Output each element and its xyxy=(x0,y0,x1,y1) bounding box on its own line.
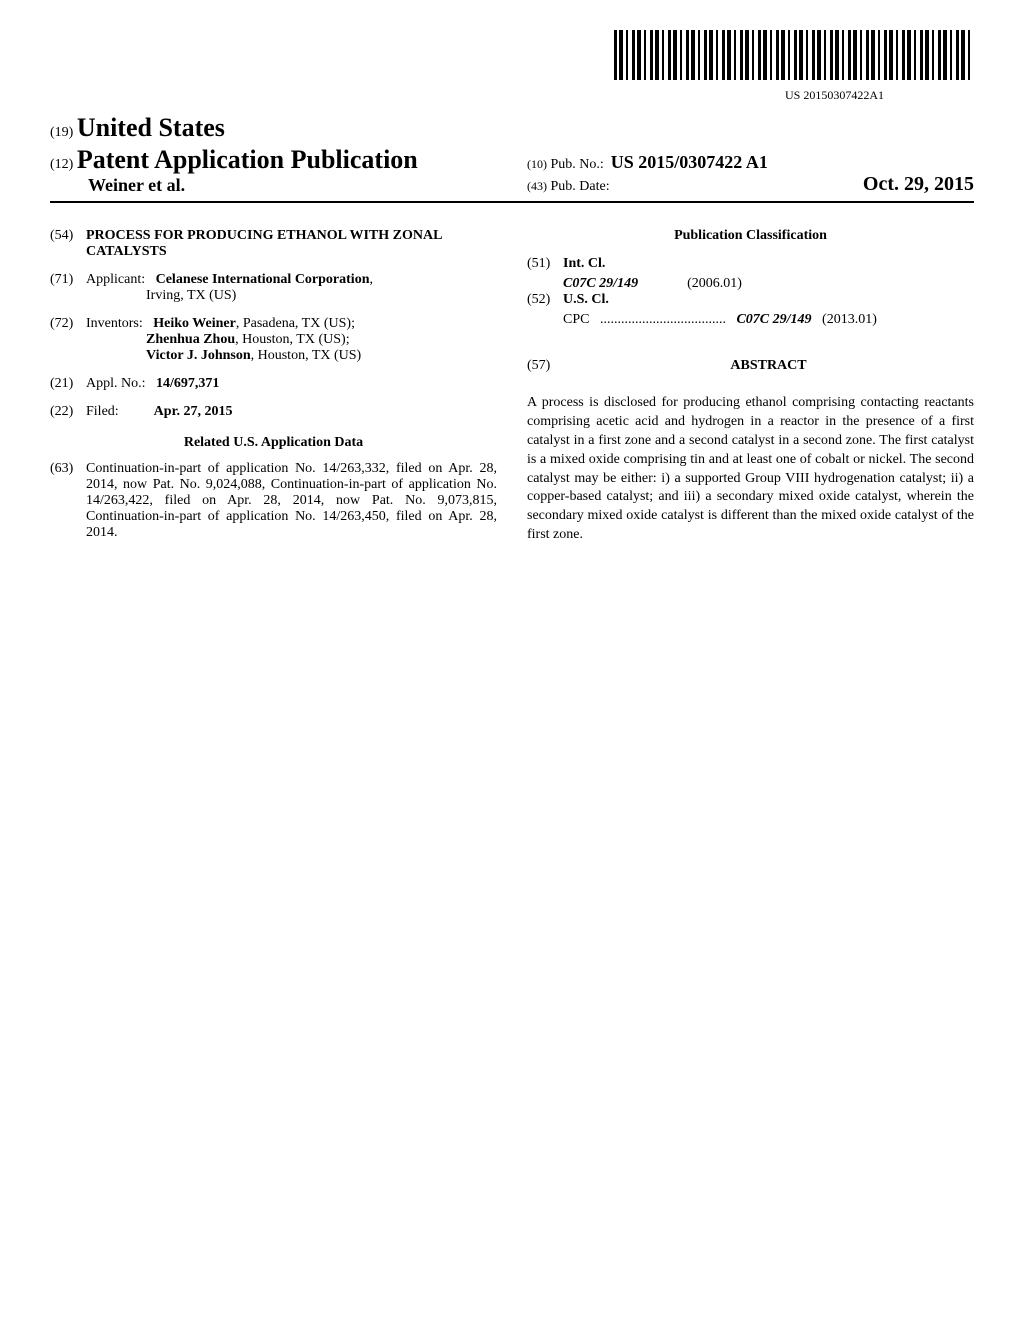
header-section: (19) United States (12) Patent Applicati… xyxy=(50,113,974,203)
abstract-label: ABSTRACT xyxy=(563,358,974,374)
pub-date-prefix: (43) xyxy=(527,179,547,194)
intcl-code: C07C 29/149 xyxy=(563,276,638,291)
field-57: (57) ABSTRACT xyxy=(527,358,974,374)
invention-title: PROCESS FOR PRODUCING ETHANOL WITH ZONAL… xyxy=(86,228,497,260)
field-71-num: (71) xyxy=(50,272,86,304)
field-52-num: (52) xyxy=(527,292,563,308)
barcode-section: US 20150307422A1 xyxy=(50,30,974,103)
field-22: (22) Filed: Apr. 27, 2015 xyxy=(50,404,497,420)
pub-date-label: Pub. Date: xyxy=(551,179,610,195)
field-71: (71) Applicant: Celanese International C… xyxy=(50,272,497,304)
field-21: (21) Appl. No.: 14/697,371 xyxy=(50,376,497,392)
cpc-row: CPC ....................................… xyxy=(527,312,974,328)
inventors-label: Inventors: xyxy=(86,316,143,331)
field-51-num: (51) xyxy=(527,256,563,272)
inventor-2-block: Zhenhua Zhou, Houston, TX (US); xyxy=(86,332,350,347)
pub-no-label: Pub. No.: xyxy=(551,157,604,173)
right-column: Publication Classification (51) Int. Cl.… xyxy=(527,228,974,553)
pub-date-row: (43) Pub. Date: Oct. 29, 2015 xyxy=(527,173,974,196)
cpc-code: C07C 29/149 xyxy=(736,312,811,327)
appl-no-content: Appl. No.: 14/697,371 xyxy=(86,376,497,392)
barcode-graphic xyxy=(614,30,974,80)
filed-content: Filed: Apr. 27, 2015 xyxy=(86,404,497,420)
inventor-2-name: Zhenhua Zhou xyxy=(146,332,235,347)
authors-line: Weiner et al. xyxy=(88,175,497,196)
uscl-label: U.S. Cl. xyxy=(563,292,609,308)
field-72-num: (72) xyxy=(50,316,86,364)
appl-no-label: Appl. No.: xyxy=(86,376,146,391)
field-22-num: (22) xyxy=(50,404,86,420)
inventor-2-loc: , Houston, TX (US); xyxy=(235,332,349,347)
barcode-code-text: US 20150307422A1 xyxy=(50,88,974,103)
pub-title-line: (12) Patent Application Publication xyxy=(50,145,497,175)
pub-type-title: Patent Application Publication xyxy=(77,145,418,174)
intcl-year: (2006.01) xyxy=(687,276,742,291)
inventor-1-name: Heiko Weiner xyxy=(153,316,236,331)
pub-no-row: (10) Pub. No.: US 2015/0307422 A1 xyxy=(527,152,974,173)
left-column: (54) PROCESS FOR PRODUCING ETHANOL WITH … xyxy=(50,228,497,553)
cpc-label: CPC xyxy=(563,312,589,327)
field-63: (63) Continuation-in-part of application… xyxy=(50,461,497,541)
field-54: (54) PROCESS FOR PRODUCING ETHANOL WITH … xyxy=(50,228,497,260)
inventor-3-block: Victor J. Johnson, Houston, TX (US) xyxy=(86,348,361,363)
country-prefix: (19) xyxy=(50,125,73,140)
applicant-location: Irving, TX (US) xyxy=(86,288,236,303)
field-72: (72) Inventors: Heiko Weiner, Pasadena, … xyxy=(50,316,497,364)
cpc-year: (2013.01) xyxy=(822,312,877,327)
applicant-content: Applicant: Celanese International Corpor… xyxy=(86,272,497,304)
cpc-dots: .................................... xyxy=(600,312,726,327)
field-21-num: (21) xyxy=(50,376,86,392)
inventor-3-name: Victor J. Johnson xyxy=(146,348,251,363)
inventors-content: Inventors: Heiko Weiner, Pasadena, TX (U… xyxy=(86,316,497,364)
intcl-label: Int. Cl. xyxy=(563,256,605,272)
pub-no-value: US 2015/0307422 A1 xyxy=(611,152,768,173)
country-name: United States xyxy=(77,113,225,142)
related-apps-header: Related U.S. Application Data xyxy=(50,435,497,451)
classification-header: Publication Classification xyxy=(527,228,974,244)
intcl-row: C07C 29/149 (2006.01) xyxy=(527,276,974,292)
inventor-3-loc: , Houston, TX (US) xyxy=(251,348,362,363)
appl-no-value: 14/697,371 xyxy=(156,376,219,391)
applicant-label: Applicant: xyxy=(86,272,145,287)
abstract-body: A process is disclosed for producing eth… xyxy=(527,394,974,545)
pub-no-prefix: (10) xyxy=(527,157,547,172)
header-right: (10) Pub. No.: US 2015/0307422 A1 (43) P… xyxy=(497,152,974,196)
filed-date: Apr. 27, 2015 xyxy=(154,404,233,419)
country-line: (19) United States xyxy=(50,113,497,143)
inventor-1-loc: , Pasadena, TX (US); xyxy=(236,316,355,331)
field-52: (52) U.S. Cl. xyxy=(527,292,974,308)
pub-type-prefix: (12) xyxy=(50,157,73,172)
body-section: (54) PROCESS FOR PRODUCING ETHANOL WITH … xyxy=(50,228,974,553)
field-51: (51) Int. Cl. xyxy=(527,256,974,272)
related-apps-text: Continuation-in-part of application No. … xyxy=(86,461,497,541)
field-57-num: (57) xyxy=(527,358,563,374)
header-left: (19) United States (12) Patent Applicati… xyxy=(50,113,497,196)
field-54-num: (54) xyxy=(50,228,86,260)
filed-label: Filed: xyxy=(86,404,119,419)
applicant-name: Celanese International Corporation xyxy=(156,272,370,287)
pub-date-value: Oct. 29, 2015 xyxy=(863,173,974,196)
field-63-num: (63) xyxy=(50,461,86,541)
